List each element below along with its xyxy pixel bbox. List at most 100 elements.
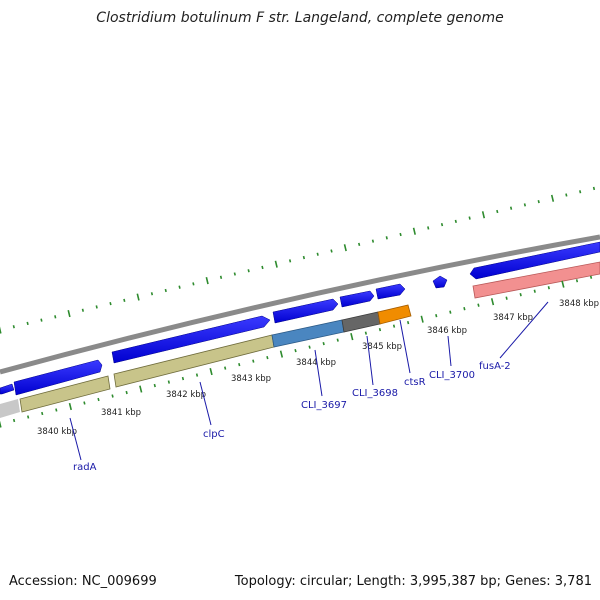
scale-tick xyxy=(238,362,241,367)
scale-label: 3842 kbp xyxy=(166,390,206,400)
scale-label: 3843 kbp xyxy=(231,374,271,384)
leader-fusA-2 xyxy=(499,301,549,359)
gene-label-CLI_3698[interactable]: CLI_3698 xyxy=(352,388,398,399)
cds-arrow[interactable] xyxy=(111,315,271,364)
scale-tick xyxy=(490,298,495,306)
scale-label: 3847 kbp xyxy=(493,313,533,323)
gc-tick xyxy=(81,308,85,312)
scale-tick xyxy=(27,415,30,419)
genome-title: Clostridium botulinum F str. Langeland, … xyxy=(96,10,504,26)
scale-tick xyxy=(125,390,128,395)
feature-bar-track xyxy=(0,261,600,418)
gc-tick xyxy=(468,216,471,220)
scale-tick xyxy=(350,333,354,341)
scale-tick xyxy=(139,385,143,393)
feature-CLI_3698[interactable] xyxy=(341,311,381,333)
leader-CLI_3698 xyxy=(366,335,374,386)
scale-tick xyxy=(0,420,2,428)
scale-tick xyxy=(41,411,44,416)
gc-tick xyxy=(247,269,250,273)
gene-leader-lines xyxy=(69,301,549,461)
gc-tick xyxy=(205,277,209,285)
cds-arrow[interactable] xyxy=(13,359,103,396)
leader-clpC xyxy=(199,381,212,426)
scale-tick-track xyxy=(0,275,593,428)
scale-tick xyxy=(266,355,269,360)
scale-tick xyxy=(406,321,410,325)
scale-tick xyxy=(308,345,311,349)
gene-label-fusA-2[interactable]: fusA-2 xyxy=(479,361,511,372)
scale-tick xyxy=(209,367,213,376)
scale-tick xyxy=(252,359,255,363)
leader-CLI_3700 xyxy=(447,335,452,367)
scale-label: 3840 kbp xyxy=(37,427,77,437)
gc-tick xyxy=(385,236,388,240)
accession-label: Accession: NC_009699 xyxy=(9,574,157,589)
cds-arrow[interactable] xyxy=(0,383,15,395)
scale-label: 3844 kbp xyxy=(296,358,336,368)
feature-fusA-2[interactable] xyxy=(472,261,600,299)
gc-tick xyxy=(412,227,416,235)
gc-tick xyxy=(136,293,140,301)
gc-tick xyxy=(109,302,112,306)
gc-tick xyxy=(358,242,361,247)
cds-arrow[interactable] xyxy=(339,290,375,308)
gc-tick xyxy=(371,239,375,243)
gc-tick xyxy=(579,190,582,194)
leader-ctsR xyxy=(399,319,411,374)
scale-tick xyxy=(561,280,565,288)
gc-tick xyxy=(123,298,126,303)
scale-tick xyxy=(224,366,227,370)
cds-arrow[interactable] xyxy=(375,283,406,300)
gc-tick xyxy=(316,252,319,256)
cds-arrow[interactable] xyxy=(469,241,600,280)
gc-tick xyxy=(550,194,555,202)
gc-tick xyxy=(343,244,347,252)
gc-tick xyxy=(523,203,527,207)
gc-tick xyxy=(67,309,71,318)
gene-label-clpC[interactable]: clpC xyxy=(203,429,225,440)
scale-tick xyxy=(519,293,522,297)
scale-tick xyxy=(68,402,72,411)
gc-tick xyxy=(440,223,444,227)
gene-label-CLI_3697[interactable]: CLI_3697 xyxy=(301,400,347,411)
scale-label: 3848 kbp xyxy=(559,299,599,309)
cds-arrow[interactable] xyxy=(272,298,339,324)
gc-tick xyxy=(565,193,568,197)
cds-arrow[interactable] xyxy=(432,275,448,289)
feature-radA[interactable] xyxy=(0,399,20,418)
scale-tick xyxy=(55,408,58,412)
gc-tick xyxy=(330,249,333,253)
gc-tick xyxy=(164,288,167,293)
gc-tick xyxy=(26,321,29,326)
scale-tick xyxy=(533,289,536,293)
scale-tick xyxy=(181,376,185,381)
scale-tick xyxy=(153,383,156,388)
gene-label-radA[interactable]: radA xyxy=(73,462,97,473)
gc-tick xyxy=(274,260,278,268)
scale-labels: 3840 kbp 3841 kbp 3842 kbp 3843 kbp 3844… xyxy=(37,299,599,437)
scale-tick xyxy=(420,315,424,323)
gc-tick xyxy=(592,186,596,191)
scale-tick xyxy=(294,348,297,353)
gc-tick xyxy=(509,206,513,210)
gc-tick xyxy=(481,211,486,219)
scale-tick xyxy=(449,310,452,314)
genome-summary: Topology: circular; Length: 3,995,387 bp… xyxy=(234,574,592,589)
gc-tick-track xyxy=(0,186,596,334)
scale-tick xyxy=(505,296,508,300)
scale-tick xyxy=(195,373,199,377)
leader-CLI_3697 xyxy=(314,349,323,397)
gc-tick xyxy=(12,325,15,329)
gene-label-ctsR[interactable]: ctsR xyxy=(404,377,426,388)
gene-label-CLI_3700[interactable]: CLI_3700 xyxy=(429,370,475,381)
feature-radA-segment[interactable] xyxy=(19,375,111,413)
scale-tick xyxy=(97,397,100,402)
scale-tick xyxy=(336,338,339,342)
feature-ctsR[interactable] xyxy=(377,304,412,325)
scale-tick xyxy=(435,314,438,318)
feature-CLI_3697[interactable] xyxy=(271,319,345,348)
gc-tick xyxy=(95,305,98,309)
gc-tick xyxy=(54,315,57,319)
